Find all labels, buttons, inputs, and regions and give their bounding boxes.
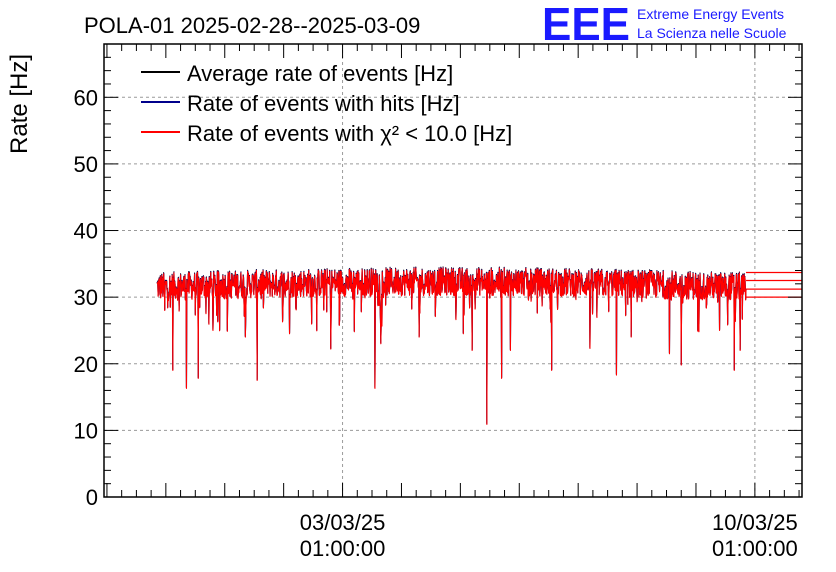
legend: Average rate of events [Hz] Rate of event…	[141, 61, 512, 146]
legend-label-0: Average rate of events [Hz]	[187, 61, 453, 86]
y-tick-label: 30	[74, 285, 98, 310]
axes: 010203040506003/03/2501:00:0010/03/2501:…	[74, 43, 803, 561]
logo-line-2: La Scienza nelle Scuole	[637, 25, 787, 41]
x-tick-label-time: 01:00:00	[300, 536, 386, 561]
legend-label-2: Rate of events with χ² < 10.0 [Hz]	[187, 121, 512, 146]
legend-label-1: Rate of events with hits [Hz]	[187, 91, 460, 116]
x-tick-label-time: 01:00:00	[712, 536, 798, 561]
y-tick-label: 50	[74, 152, 98, 177]
y-axis-label: Rate [Hz]	[6, 54, 33, 154]
y-tick-label: 10	[74, 418, 98, 443]
y-tick-label: 0	[86, 485, 98, 510]
y-tick-label: 60	[74, 85, 98, 110]
x-tick-label-date: 10/03/25	[712, 510, 798, 535]
logo-mark: EEE	[542, 0, 630, 50]
series-layer	[156, 266, 802, 425]
eee-logo: EEE Extreme Energy Events La Scienza nel…	[542, 0, 787, 50]
logo-line-1: Extreme Energy Events	[637, 6, 784, 22]
grid-lines	[104, 44, 802, 497]
series-line-2	[156, 267, 747, 425]
y-tick-label: 40	[74, 219, 98, 244]
x-tick-label-date: 03/03/25	[300, 510, 386, 535]
y-tick-label: 20	[74, 352, 98, 377]
chart-title: POLA-01 2025-02-28--2025-03-09	[84, 13, 420, 38]
